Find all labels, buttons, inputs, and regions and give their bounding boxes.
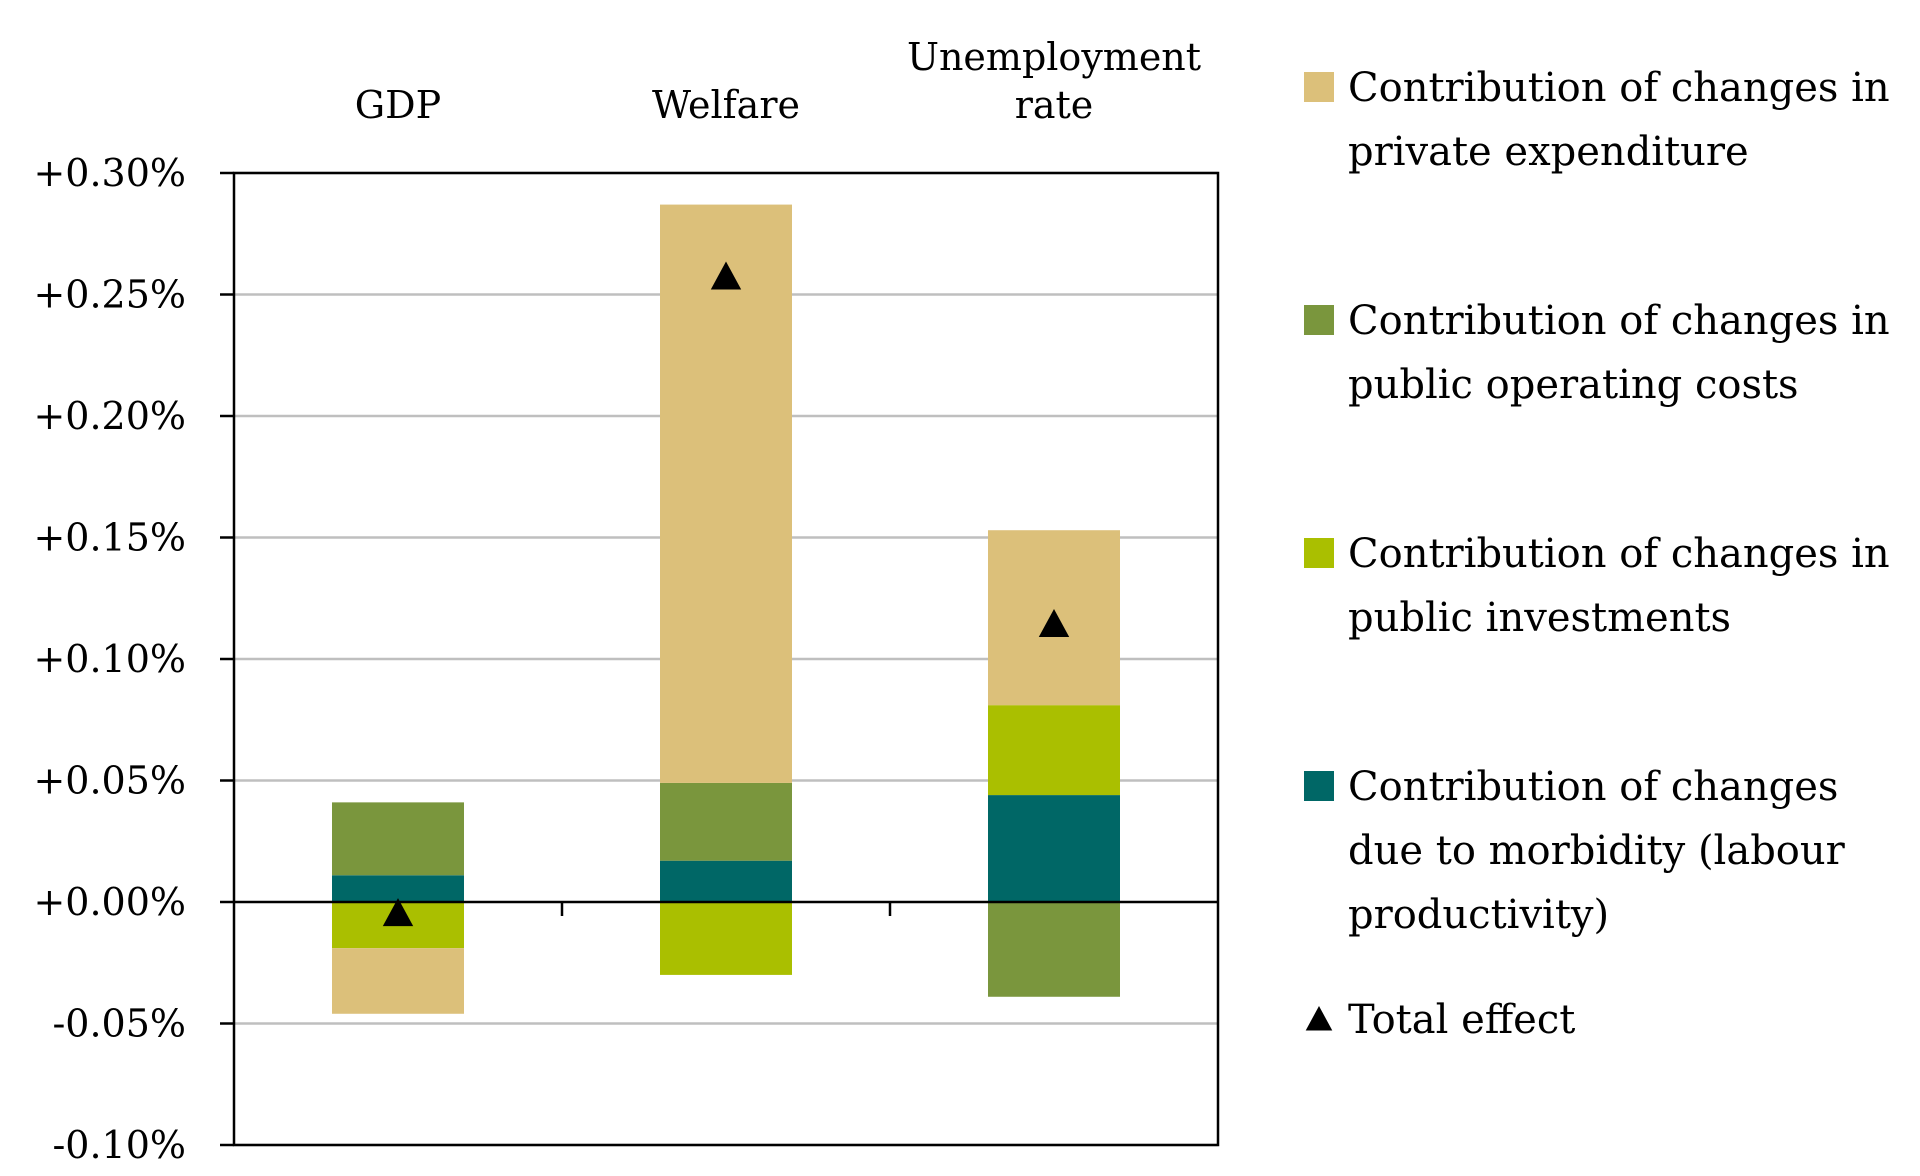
category-label-2-0: Unemployment: [907, 35, 1201, 79]
bar-segment-1-1: [660, 782, 792, 861]
y-tick-label-8: +0.30%: [33, 151, 186, 195]
total-effect-marker-0: [382, 898, 414, 927]
legend-label-0-0: Contribution of changes in: [1348, 65, 1890, 111]
legend-swatch-3: [1304, 771, 1334, 801]
legend-swatch-2: [1304, 538, 1334, 568]
bar-segment-1-0: [660, 204, 792, 783]
legend-label-total-effect: Total effect: [1348, 997, 1575, 1043]
bar-segment-0-0: [332, 948, 464, 1014]
y-axis-ticks: -0.10% -0.05% +0.00% +0.05% +0.10% +0.15% +0.2…: [33, 151, 234, 1167]
y-tick-label-6: +0.20%: [33, 394, 186, 438]
legend-label-0-1: private expenditure: [1348, 129, 1749, 175]
bar-segment-0-3: [332, 875, 464, 902]
total-effect-marker-1: [710, 261, 742, 290]
legend-label-1-0: Contribution of changes in: [1348, 298, 1890, 344]
bar-segment-2-1: [988, 902, 1120, 997]
category-label-2-1: rate: [1015, 83, 1094, 127]
bar-segments: [332, 204, 1120, 1014]
y-tick-label-3: +0.05%: [33, 759, 186, 803]
legend-label-2-1: public investments: [1348, 595, 1731, 641]
category-label-0-0: GDP: [355, 83, 441, 127]
bar-segment-2-2: [988, 705, 1120, 796]
y-tick-label-5: +0.15%: [33, 516, 186, 560]
legend-label-3-2: productivity): [1348, 892, 1609, 938]
y-tick-label-2: +0.00%: [33, 880, 186, 924]
legend-swatch-0: [1304, 72, 1334, 102]
bar-segment-1-2: [660, 902, 792, 975]
category-label-1-0: Welfare: [652, 83, 800, 127]
legend-label-3-1: due to morbidity (labour: [1348, 828, 1846, 874]
legend-total-effect-icon: [1305, 1006, 1333, 1031]
y-tick-label-7: +0.25%: [33, 273, 186, 317]
legend: Contribution of changes in private expend…: [1304, 65, 1890, 1043]
legend-label-1-1: public operating costs: [1348, 362, 1799, 408]
legend-label-3-0: Contribution of changes: [1348, 764, 1838, 810]
y-tick-label-0: -0.10%: [52, 1123, 186, 1167]
total-effect-marker-2: [1038, 608, 1070, 637]
bar-segment-1-3: [660, 860, 792, 902]
bar-segment-2-3: [988, 795, 1120, 902]
total-effect-markers: [382, 261, 1070, 927]
y-tick-label-1: -0.05%: [52, 1002, 186, 1046]
legend-swatch-1: [1304, 305, 1334, 335]
y-tick-label-4: +0.10%: [33, 637, 186, 681]
legend-label-2-0: Contribution of changes in: [1348, 531, 1890, 577]
bar-segment-0-1: [332, 802, 464, 876]
